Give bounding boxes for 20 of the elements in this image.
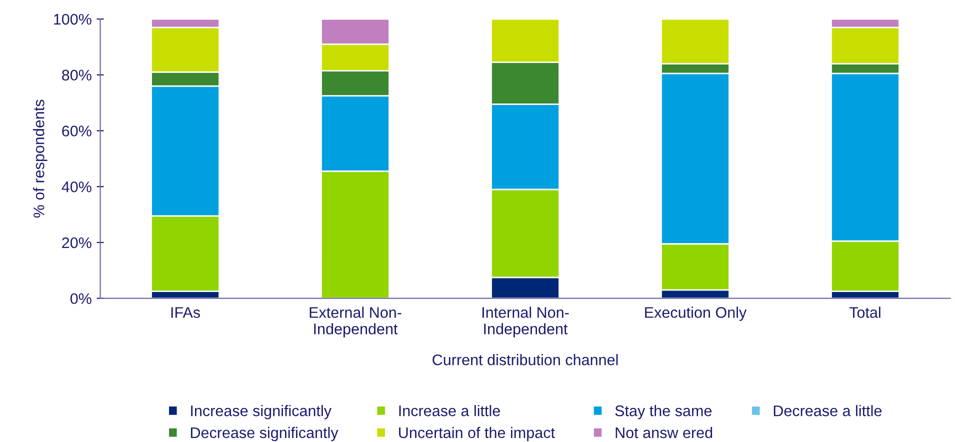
y-axis-title: % of respondents bbox=[33, 100, 48, 218]
legend-label: Not answ ered bbox=[616, 426, 712, 438]
x-axis-title: Current distribution channel bbox=[432, 354, 618, 366]
legend-label: Decrease significantly bbox=[190, 426, 338, 442]
x-tick-label: IFAs bbox=[171, 307, 200, 318]
x-tick-label: External Non- Independent bbox=[310, 306, 402, 338]
x-tick-label: Total bbox=[849, 306, 880, 318]
x-tick-label: Execution Only bbox=[645, 306, 747, 321]
x-tick-label: Internal Non- Independent bbox=[482, 306, 569, 338]
y-tick-label: 60% bbox=[62, 126, 92, 136]
y-tick-label: 40% bbox=[62, 181, 92, 192]
legend-label: Uncertain of the impact bbox=[399, 426, 555, 442]
y-tick-label: 20% bbox=[62, 237, 92, 248]
y-tick-label: 80% bbox=[62, 70, 92, 81]
y-tick-label: 0% bbox=[70, 293, 92, 304]
legend-label: Increase significantly bbox=[191, 405, 332, 420]
legend-label: Increase a little bbox=[399, 405, 500, 416]
legend-label: Stay the same bbox=[615, 405, 712, 420]
legend-label: Decrease a little bbox=[774, 405, 882, 416]
y-tick-label: 100% bbox=[54, 14, 92, 25]
